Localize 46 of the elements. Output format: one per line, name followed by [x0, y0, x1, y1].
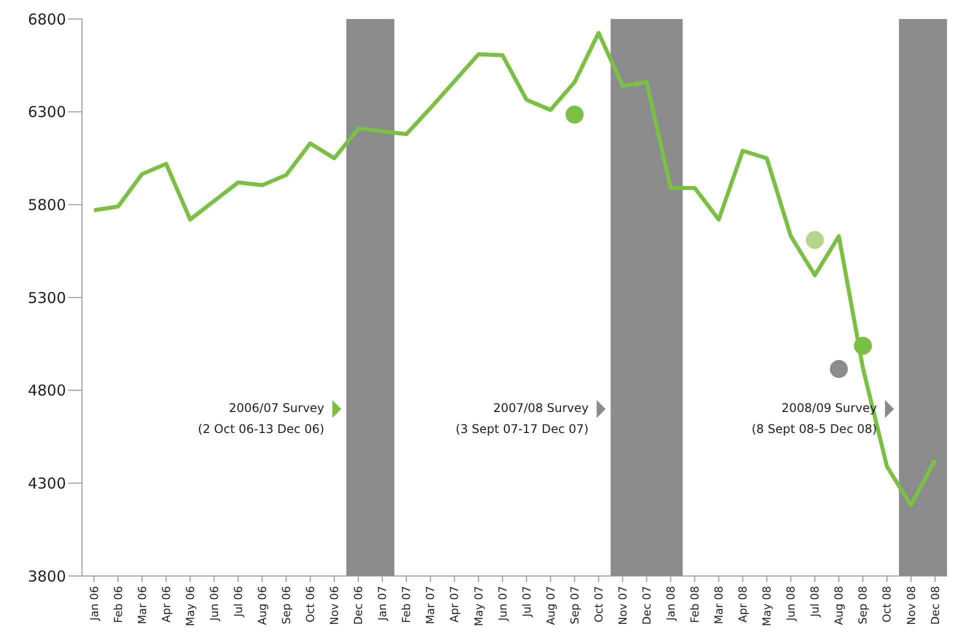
x-tick-label: Sep 06: [280, 586, 294, 624]
y-tick-label: 4300: [28, 474, 66, 492]
x-tick-label: Nov 07: [616, 586, 630, 625]
x-tick-label: Jan 08: [664, 586, 678, 622]
y-tick-label: 4800: [28, 382, 66, 400]
x-tick-label: May 06: [184, 586, 197, 626]
x-tick-label: Mar 07: [424, 586, 438, 624]
x-tick-label: Nov 08: [904, 586, 918, 625]
x-tick-label: Apr 07: [448, 586, 462, 623]
x-tick-label: Mar 06: [136, 586, 149, 624]
x-tick-label: Mar 08: [712, 586, 726, 624]
x-tick-label: Dec 06: [352, 586, 366, 625]
x-tick-label: Feb 08: [688, 586, 702, 623]
y-tick-label: 3800: [28, 567, 66, 586]
x-tick-label: Feb 06: [112, 586, 125, 623]
x-tick-label: Sep 07: [568, 586, 582, 624]
x-tick-label: Feb 07: [400, 586, 414, 623]
x-tick-label: May 07: [472, 586, 486, 626]
x-tick-label: Dec 08: [928, 586, 942, 625]
x-tick-label: Jun 08: [784, 586, 798, 622]
x-tick-label: Jan 06: [88, 586, 101, 622]
y-tick-label: 5800: [28, 196, 66, 214]
line-series: [92, 30, 937, 508]
x-tick-label: Jul 07: [520, 586, 534, 618]
x-tick-label: Aug 08: [832, 586, 846, 625]
x-tick-label: Jun 06: [208, 586, 221, 622]
x-tick-label: Jun 07: [496, 586, 510, 622]
y-tick-label: 5300: [28, 288, 66, 307]
y-tick-label: 6800: [28, 10, 66, 28]
x-tick-label: Jul 08: [808, 586, 822, 618]
y-tick-label: 6300: [28, 103, 66, 122]
x-tick-label: Dec 07: [640, 586, 654, 625]
x-tick-label: Jan 07: [376, 586, 390, 622]
x-tick-label: Sep 08: [856, 586, 870, 624]
x-tick-label: May 08: [760, 586, 774, 626]
x-tick-label: Oct 07: [592, 586, 606, 623]
band-label: 2006/07 Survey (2 Oct 06-13 Dec 06): [198, 401, 324, 436]
x-tick-label: Oct 06: [304, 586, 318, 623]
x-tick-label: Jul 06: [232, 586, 245, 618]
x-tick-label: Apr 06: [160, 586, 173, 623]
x-tick-label: Aug 06: [256, 586, 270, 625]
x-tick-label: Apr 08: [736, 586, 750, 623]
x-tick-label: Nov 06: [328, 586, 342, 625]
band-label: 2007/08 Survey (3 Sept 07-17 Dec 07): [456, 401, 589, 436]
x-tick-label: Oct 08: [880, 586, 894, 623]
x-tick-label: Aug 07: [544, 586, 558, 625]
